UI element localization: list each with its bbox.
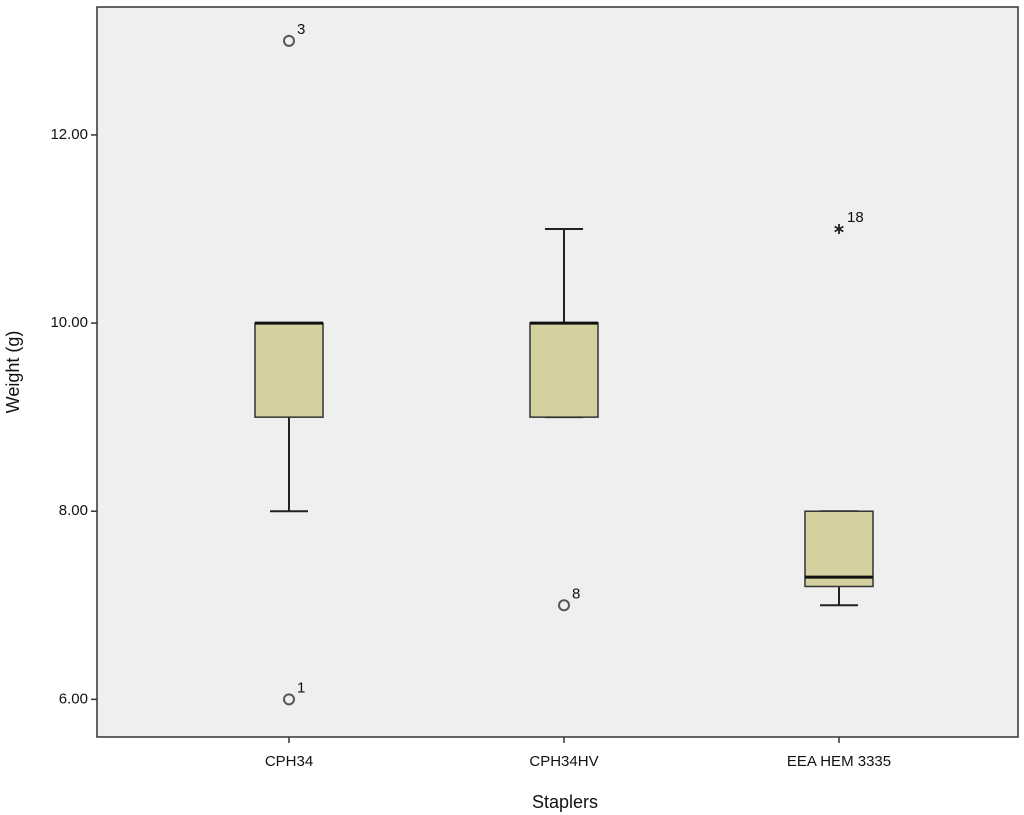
y-tick-label: 12.00 [50,126,88,143]
box [529,322,599,418]
outlier [283,693,295,706]
x-tick-label: EEA HEM 3335 [787,753,891,770]
outlier-label: 18 [847,209,864,226]
x-axis-title: Staplers [532,792,598,812]
outlier-label: 1 [297,679,305,696]
y-tick-label: 10.00 [50,314,88,331]
x-tick-label: CPH34HV [529,753,598,770]
outlier-label: 3 [297,21,305,38]
x-tick-label: CPH34 [265,753,313,770]
y-tick-label: 6.00 [59,690,88,707]
outlier-label: 8 [572,585,580,602]
y-tick-label: 8.00 [59,502,88,519]
outlier [558,599,570,612]
extreme-outlier [834,224,844,235]
y-axis-title: Weight (g) [3,331,23,414]
outlier [283,34,295,47]
box [804,510,874,588]
box [254,322,324,418]
